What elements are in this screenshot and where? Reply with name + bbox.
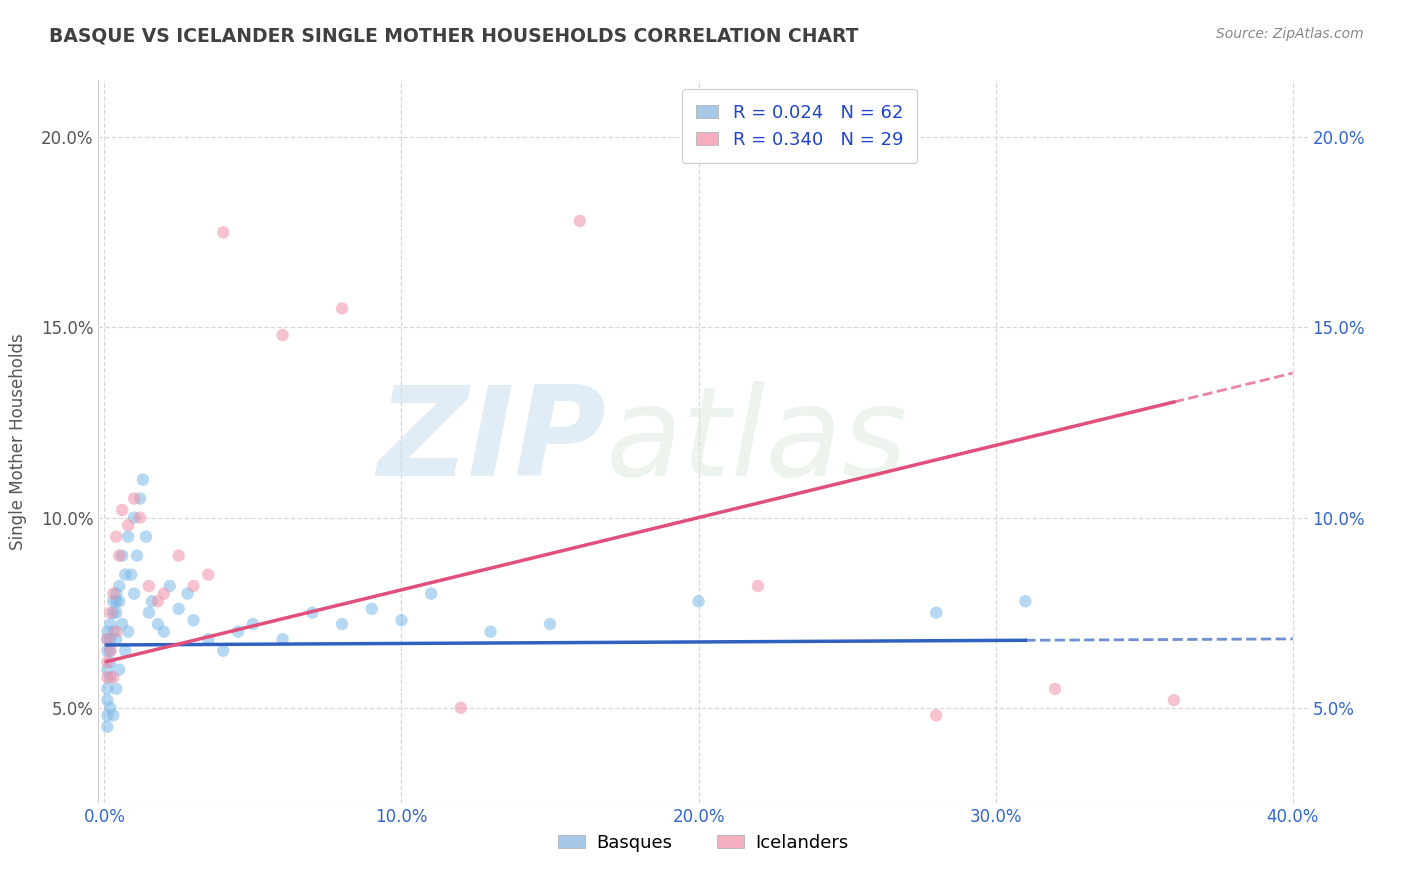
Point [114,567,136,582]
Point [103,670,125,684]
Point [197,632,219,647]
Text: Source: ZipAtlas.com: Source: ZipAtlas.com [1216,27,1364,41]
Point [271,632,294,647]
Point [108,594,131,608]
Point [117,624,139,639]
Point [96,693,118,707]
Y-axis label: Single Mother Households: Single Mother Households [10,334,27,549]
Point [96,643,118,657]
Point [96,681,118,696]
Point [96,708,118,723]
Point [96,632,118,647]
Point [105,594,128,608]
Point [103,708,125,723]
Point [129,491,152,506]
Point [197,567,219,582]
Point [111,549,134,563]
Point [103,594,125,608]
Point [1163,693,1185,707]
Point [105,606,128,620]
Point [360,602,382,616]
Point [420,587,443,601]
Text: atlas: atlas [606,381,908,502]
Point [108,549,131,563]
Point [538,617,561,632]
Point [212,226,235,240]
Point [167,549,190,563]
Point [1043,681,1066,696]
Point [117,530,139,544]
Point [105,681,128,696]
Point [117,518,139,533]
Point [138,579,160,593]
Point [925,708,948,723]
Point [925,606,948,620]
Point [301,606,323,620]
Point [103,606,125,620]
Point [98,643,121,657]
Point [242,617,264,632]
Point [114,643,136,657]
Point [183,613,205,627]
Point [111,617,134,632]
Point [98,617,121,632]
Point [96,670,118,684]
Point [212,643,235,657]
Point [1014,594,1036,608]
Point [129,510,152,524]
Point [568,214,591,228]
Point [391,613,413,627]
Text: BASQUE VS ICELANDER SINGLE MOTHER HOUSEHOLDS CORRELATION CHART: BASQUE VS ICELANDER SINGLE MOTHER HOUSEH… [49,27,859,45]
Point [330,301,353,316]
Point [125,549,148,563]
Point [96,655,118,669]
Point [120,567,142,582]
Point [105,632,128,647]
Point [226,624,249,639]
Point [98,606,121,620]
Point [450,700,472,714]
Point [183,579,205,593]
Point [146,617,169,632]
Point [176,587,198,601]
Point [96,632,118,647]
Point [146,594,169,608]
Point [747,579,769,593]
Point [132,473,155,487]
Point [271,328,294,343]
Point [105,624,128,639]
Point [96,720,118,734]
Point [98,700,121,714]
Point [103,587,125,601]
Point [152,587,174,601]
Point [96,624,118,639]
Legend: Basques, Icelanders: Basques, Icelanders [551,826,855,859]
Point [159,579,181,593]
Point [122,491,145,506]
Point [111,503,134,517]
Point [135,530,157,544]
Point [141,594,163,608]
Point [122,587,145,601]
Point [167,602,190,616]
Point [479,624,502,639]
Point [152,624,174,639]
Text: ZIP: ZIP [378,381,606,502]
Point [138,606,160,620]
Point [105,587,128,601]
Point [98,643,121,657]
Point [108,663,131,677]
Point [96,663,118,677]
Point [108,579,131,593]
Point [98,632,121,647]
Point [688,594,710,608]
Point [98,655,121,669]
Point [103,624,125,639]
Point [330,617,353,632]
Point [98,670,121,684]
Point [105,530,128,544]
Point [122,510,145,524]
